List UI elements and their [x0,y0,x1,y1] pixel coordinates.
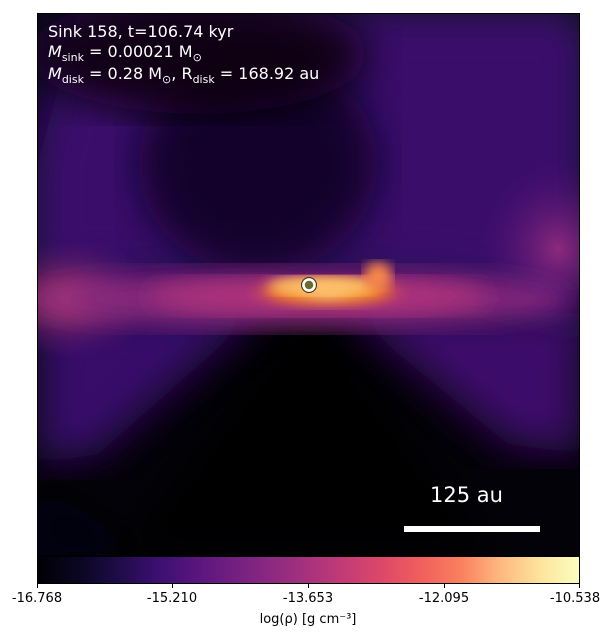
colorbar-tick-label: -13.653 [282,591,334,606]
sink-mass-label: Msink = 0.00021 M⊙ [48,42,202,65]
colorbar [37,556,580,584]
scalebar-label: 125 au [430,483,503,507]
colorbar-tick [444,584,445,588]
colorbar-tick-label: -12.095 [418,591,470,606]
density-map [38,14,579,555]
density-image-panel: Sink 158, t=106.74 kyr Msink = 0.00021 M… [37,13,580,556]
colorbar-tick [579,584,580,588]
colorbar-tick-label: -15.210 [146,591,198,606]
sink-marker [302,278,316,292]
colorbar-tick [172,584,173,588]
sink-title: Sink 158, t=106.74 kyr [48,22,234,41]
colorbar-tick [37,584,38,588]
scalebar [404,526,540,532]
colorbar-tick-label: -16.768 [11,591,63,606]
colorbar-tick-label: -10.538 [549,591,601,606]
disk-mass-radius-label: Mdisk = 0.28 M⊙, Rdisk = 168.92 au [48,64,320,87]
colorbar-label: log(ρ) [g cm⁻³] [259,612,357,627]
colorbar-tick [308,584,309,588]
